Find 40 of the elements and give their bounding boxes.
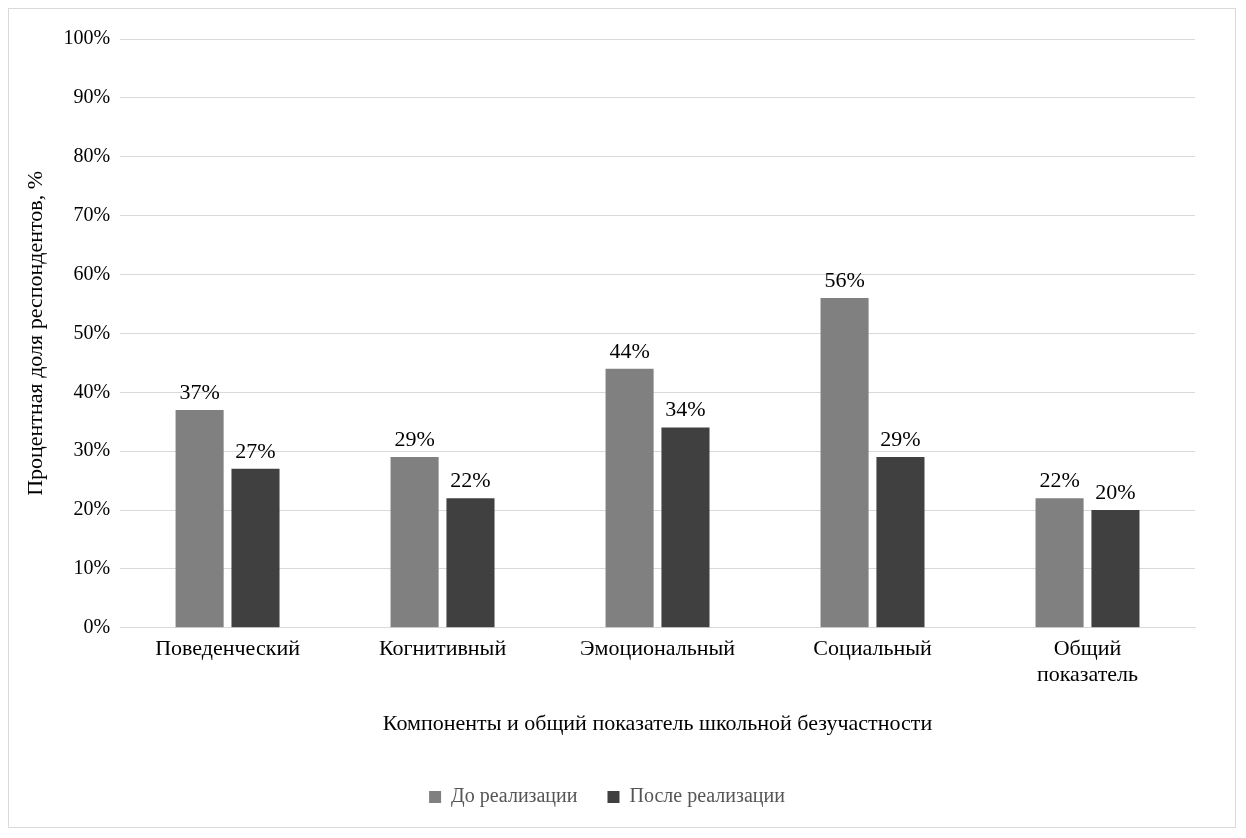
y-tick-label: 60%	[73, 261, 111, 284]
text: 22%	[450, 467, 491, 493]
y-tick-label: 100%	[63, 26, 111, 49]
y-tick-label: 30%	[73, 438, 111, 461]
x-tick-label: Поведенческий	[155, 634, 301, 660]
x-tick-label: Когнитивный	[378, 634, 507, 660]
bar	[876, 457, 925, 628]
bar	[175, 409, 224, 628]
y-tick-label: 20%	[73, 497, 111, 520]
legend-label: После реализации	[629, 784, 786, 808]
y-tick-label: 0%	[83, 615, 111, 638]
x-tick-label: Эмоциональный	[579, 634, 736, 660]
bar	[390, 457, 439, 628]
text: 27%	[235, 437, 276, 463]
x-tick-label: Социальный	[813, 634, 932, 660]
x-tick-label: Общий показатель	[1036, 634, 1139, 687]
text: 56%	[824, 266, 865, 292]
x-axis-title: Компоненты и общий показатель школьной безучастности	[382, 709, 933, 735]
text: 44%	[609, 337, 650, 363]
bar	[231, 468, 280, 628]
text: 37%	[179, 378, 220, 404]
text: 29%	[394, 425, 435, 451]
y-tick-label: 10%	[73, 556, 111, 579]
legend-label: До реализации	[451, 784, 578, 808]
y-tick-label: 50%	[73, 320, 111, 343]
bar	[1091, 510, 1140, 628]
text: 34%	[665, 396, 706, 422]
text: 22%	[1039, 467, 1080, 493]
y-tick-label: 90%	[73, 85, 111, 108]
y-tick-label: 70%	[73, 202, 111, 225]
bar	[661, 427, 710, 628]
bar	[446, 498, 495, 628]
text: 20%	[1095, 478, 1136, 504]
y-tick-label: 80%	[73, 144, 111, 167]
bar	[1035, 498, 1084, 628]
text: 29%	[880, 425, 921, 451]
bar	[820, 298, 869, 628]
y-axis-title: Процентная доля респондентов, %	[21, 170, 47, 496]
y-tick-label: 40%	[73, 379, 111, 402]
bar	[605, 368, 654, 628]
